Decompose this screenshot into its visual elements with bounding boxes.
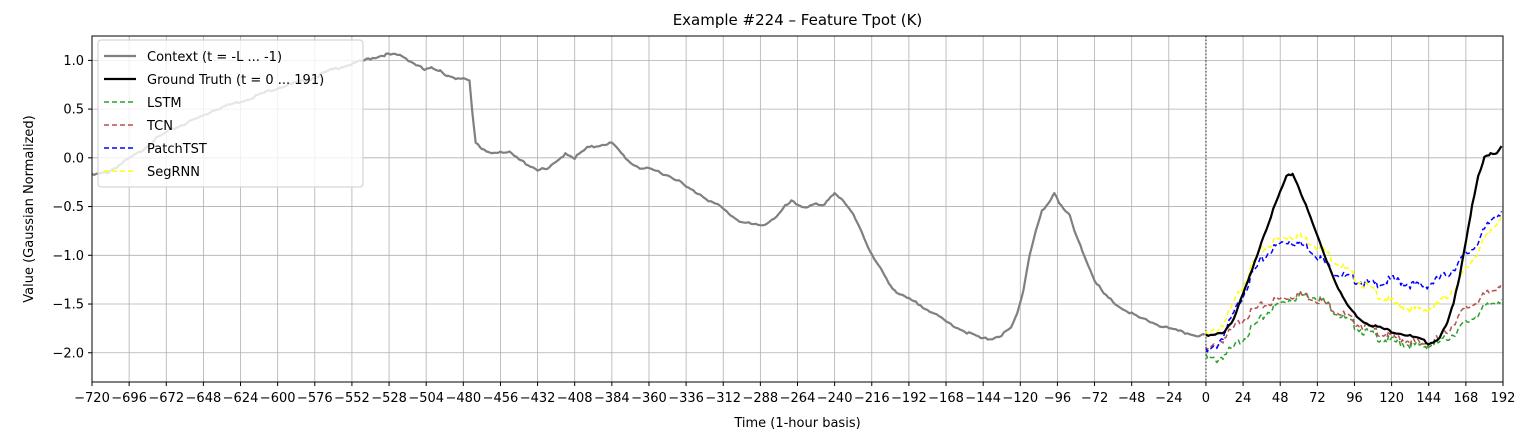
legend-label: PatchTST	[147, 142, 207, 157]
legend-label: Context (t = -L ... -1)	[147, 50, 282, 65]
x-tick-label: 120	[1379, 391, 1404, 406]
y-tick-label: 0.5	[63, 103, 84, 118]
x-axis-label: Time (1-hour basis)	[733, 416, 860, 431]
y-tick-label: −2.0	[52, 346, 84, 361]
x-tick-label: −552	[334, 391, 370, 406]
x-tick-label: 48	[1272, 391, 1289, 406]
x-tick-label: 144	[1416, 391, 1441, 406]
x-tick-label: −624	[223, 391, 259, 406]
x-tick-label: −168	[928, 391, 964, 406]
y-tick-label: −1.5	[52, 298, 84, 313]
x-tick-label: 96	[1346, 391, 1363, 406]
x-tick-label: −720	[74, 391, 110, 406]
x-tick-label: −48	[1118, 391, 1145, 406]
x-tick-label: −408	[557, 391, 593, 406]
x-tick-label: −336	[668, 391, 704, 406]
chart-title: Example #224 – Feature Tpot (K)	[673, 11, 923, 29]
y-tick-label: 0.0	[63, 151, 84, 166]
legend: Context (t = -L ... -1) Ground Truth (t =…	[97, 39, 364, 188]
x-tick-label: −696	[111, 391, 147, 406]
legend-label: LSTM	[147, 96, 182, 111]
legend-label: Ground Truth (t = 0 ... 191)	[147, 73, 324, 88]
x-tick-label: −288	[743, 391, 779, 406]
y-tick-label: −1.0	[52, 249, 84, 264]
x-tick-label: −576	[297, 391, 333, 406]
x-tick-label: −264	[780, 391, 816, 406]
x-tick-label: −96	[1044, 391, 1071, 406]
x-tick-label: −384	[594, 391, 630, 406]
series-line-lstm	[1205, 291, 1503, 364]
x-tick-label: −72	[1081, 391, 1108, 406]
x-tick-label: −360	[631, 391, 667, 406]
x-tick-label: −648	[186, 391, 222, 406]
series-line-tcn	[1205, 282, 1503, 351]
x-tick-label: −456	[483, 391, 519, 406]
x-tick-label: 168	[1453, 391, 1478, 406]
x-tick-label: 24	[1235, 391, 1252, 406]
series-line-ground	[1205, 145, 1503, 346]
x-tick-label: −144	[965, 391, 1001, 406]
x-tick-label: −192	[891, 391, 927, 406]
x-tick-label: −528	[371, 391, 407, 406]
y-axis-label: Value (Gaussian Normalized)	[22, 115, 37, 302]
y-tick-label: 1.0	[63, 54, 84, 69]
x-tick-label: −312	[705, 391, 741, 406]
x-tick-label: −120	[1002, 391, 1038, 406]
x-tick-label: −672	[148, 391, 184, 406]
x-tick-label: 0	[1202, 391, 1210, 406]
x-tick-label: −216	[854, 391, 890, 406]
x-tick-label: 72	[1309, 391, 1326, 406]
legend-label: SegRNN	[147, 165, 200, 180]
x-tick-label: −240	[817, 391, 853, 406]
x-tick-label: −24	[1155, 391, 1182, 406]
x-tick-label: −504	[408, 391, 444, 406]
x-tick-label: −480	[445, 391, 481, 406]
x-tick-label: −600	[260, 391, 296, 406]
x-tick-label: −432	[520, 391, 556, 406]
legend-label: TCN	[146, 119, 173, 134]
y-tick-label: −0.5	[52, 200, 84, 215]
axis-ticks: −720 −696 −672 −648 −624 −600 −576 −552 −528 −504…	[52, 54, 1515, 406]
legend-box	[97, 39, 364, 188]
x-tick-label: 192	[1491, 391, 1516, 406]
